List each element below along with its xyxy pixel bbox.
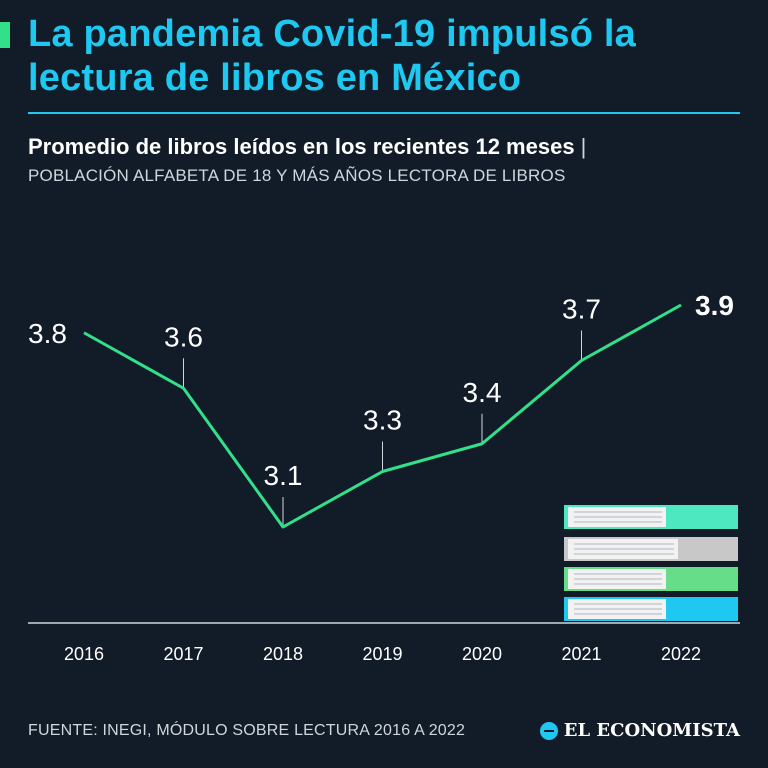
subtitle-text: Promedio de libros leídos en los recient… bbox=[28, 134, 575, 159]
value-label: 3.8 bbox=[28, 318, 67, 349]
value-labels: 3.8 3.6 3.1 3.3 3.4 3.7 3.9 bbox=[28, 290, 734, 491]
subtitle-separator: | bbox=[580, 134, 587, 159]
book bbox=[563, 595, 740, 622]
chart-title: La pandemia Covid-19 impulsó la lectura … bbox=[28, 13, 637, 99]
x-tick-label: 2022 bbox=[661, 644, 701, 664]
book bbox=[563, 503, 740, 530]
x-tick-label: 2016 bbox=[64, 644, 104, 664]
leader-lines bbox=[183, 330, 582, 527]
brand-logo: EL ECONOMISTA bbox=[539, 720, 740, 741]
value-label: 3.3 bbox=[363, 405, 402, 436]
brand-name: EL ECONOMISTA bbox=[563, 720, 740, 741]
series-line bbox=[83, 303, 682, 529]
title-rule bbox=[28, 112, 740, 114]
x-tick-label: 2017 bbox=[163, 644, 203, 664]
books-illustration bbox=[563, 503, 740, 622]
brand-mark-icon bbox=[539, 721, 558, 740]
x-tick-label: 2020 bbox=[462, 644, 502, 664]
book bbox=[563, 535, 740, 562]
value-label: 3.9 bbox=[695, 290, 734, 321]
value-label: 3.7 bbox=[562, 294, 601, 325]
accent-bar bbox=[0, 22, 10, 48]
x-tick-label: 2019 bbox=[362, 644, 402, 664]
chart-subtitle-population: POBLACIÓN ALFABETA DE 18 Y MÁS AÑOS LECT… bbox=[28, 166, 566, 185]
source-note: FUENTE: INEGI, MÓDULO SOBRE LECTURA 2016… bbox=[28, 722, 466, 739]
chart-subtitle: Promedio de libros leídos en los recient… bbox=[28, 134, 586, 160]
value-label: 3.4 bbox=[463, 377, 502, 408]
x-tick-label: 2021 bbox=[561, 644, 601, 664]
x-tick-label: 2018 bbox=[263, 644, 303, 664]
value-label: 3.1 bbox=[264, 460, 303, 491]
book bbox=[563, 565, 740, 592]
x-tick-labels: 2016 2017 2018 2019 2020 2021 2022 bbox=[64, 644, 701, 664]
value-label: 3.6 bbox=[164, 321, 203, 352]
